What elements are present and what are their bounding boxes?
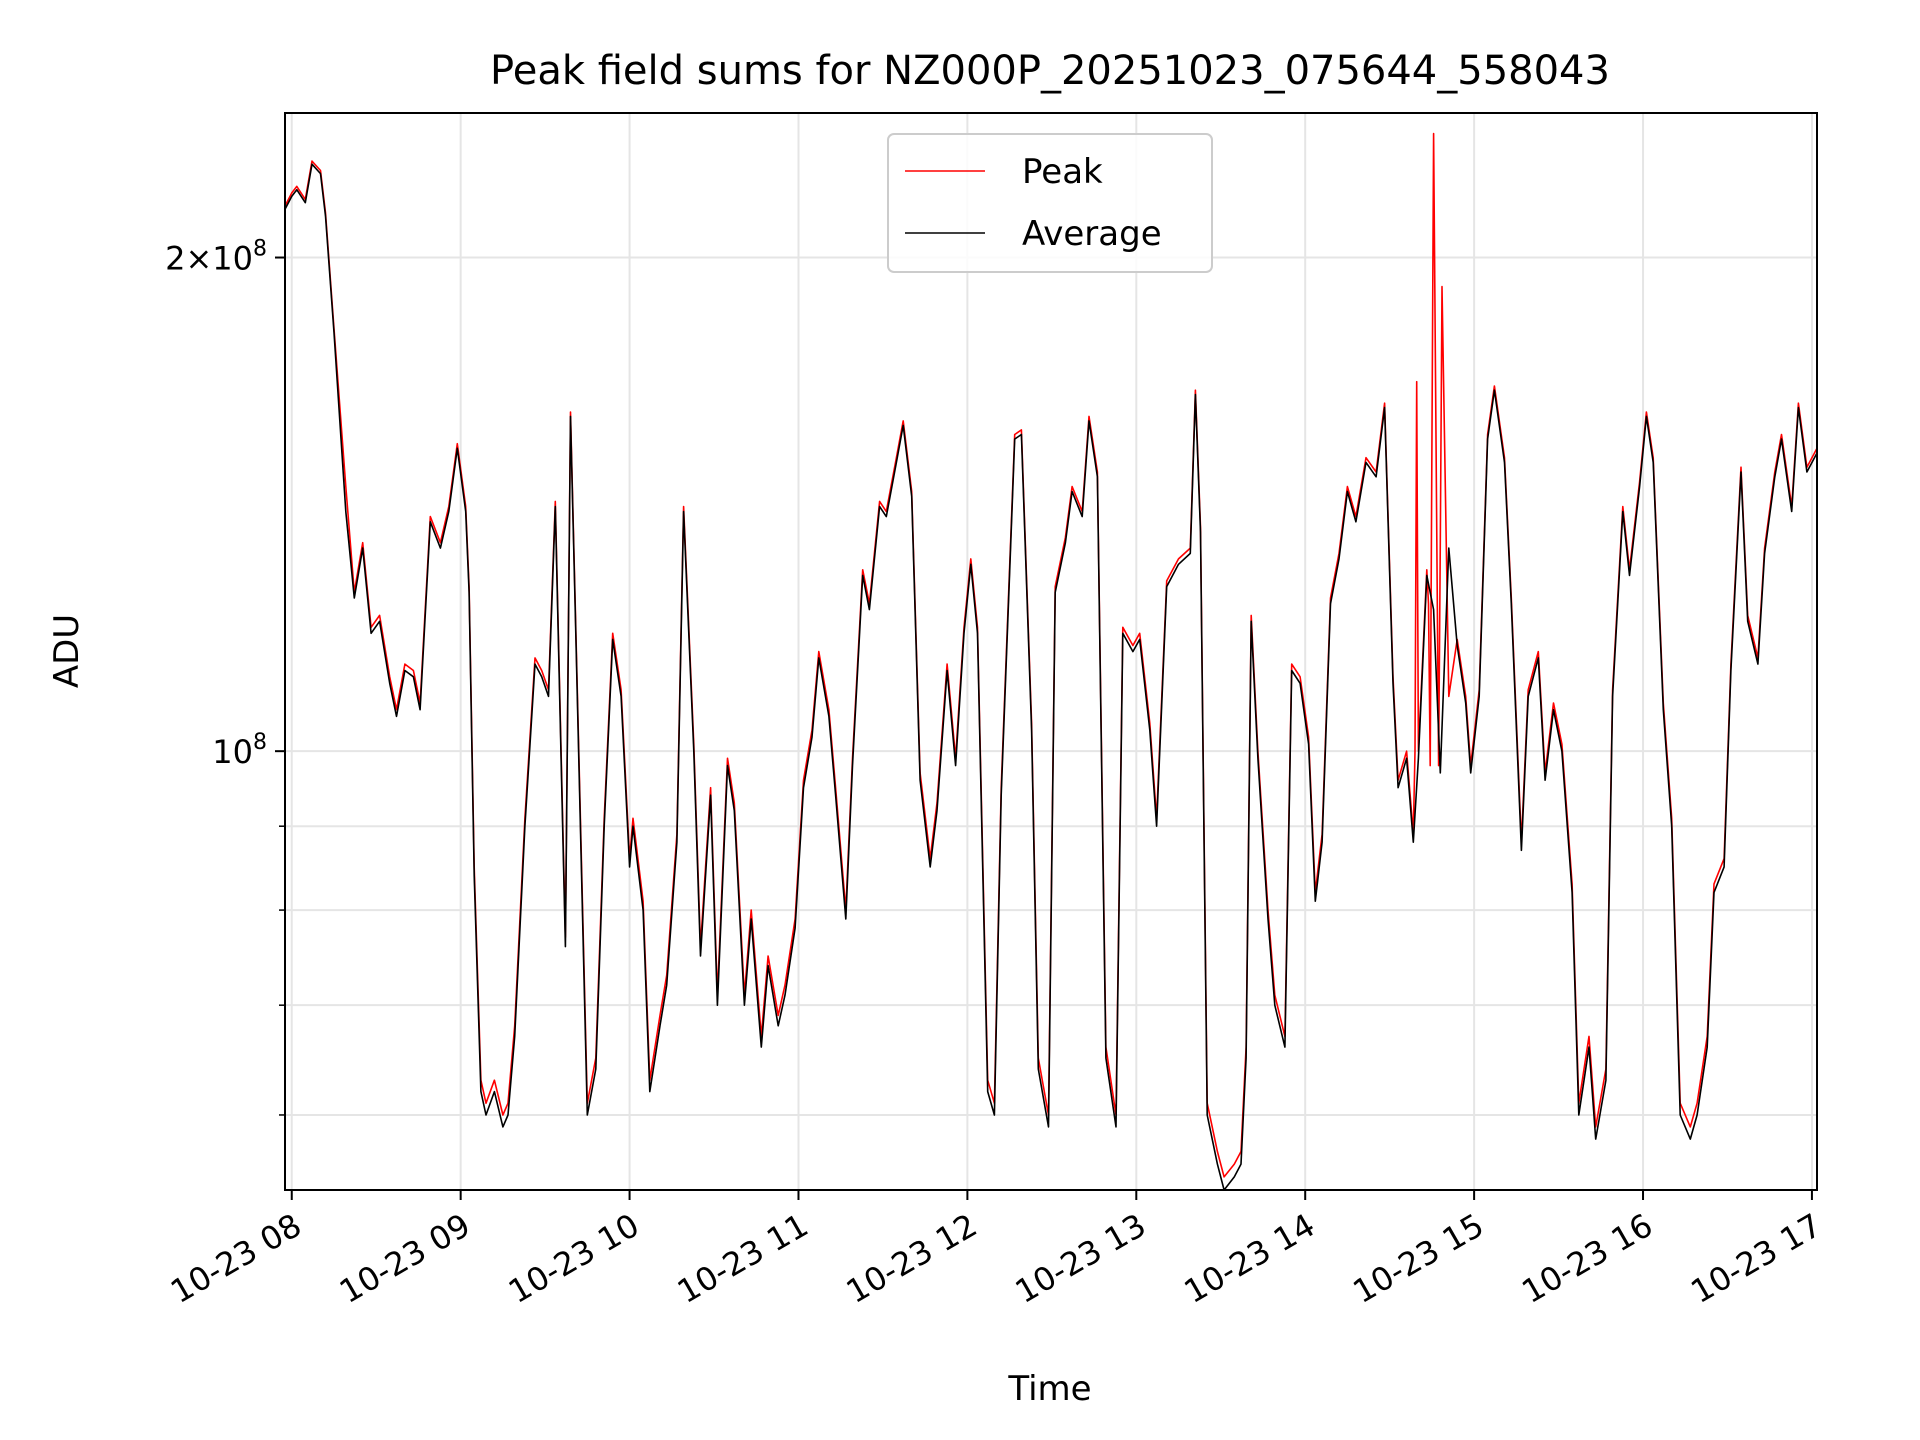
series-line-average (284, 163, 1818, 1191)
y-tick-exponent: 8 (253, 730, 267, 755)
x-axis-label: Time (1007, 1369, 1091, 1409)
y-tick-label: 2×108 (165, 237, 267, 278)
chart-title: Peak field sums for NZ000P_20251023_0756… (490, 48, 1610, 94)
y-tick-exponent: 8 (253, 237, 267, 262)
series-layer (284, 132, 1818, 1191)
legend-peak-label: Peak (1022, 152, 1103, 192)
y-axis-label: ADU (47, 614, 87, 688)
legend: Peak Average (887, 133, 1213, 273)
legend-box (887, 133, 1213, 273)
legend-average-label: Average (1022, 214, 1162, 254)
plot-frame (284, 112, 1818, 1191)
